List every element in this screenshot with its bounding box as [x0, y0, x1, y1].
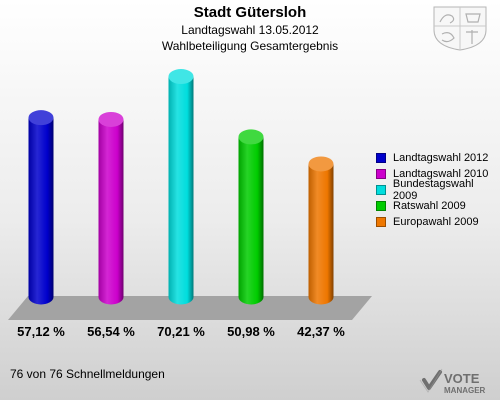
logo-manager-text: MANAGER	[444, 386, 486, 395]
vote-manager-logo-icon: VOTE MANAGER	[419, 368, 486, 395]
logo-vote-text: VOTE	[444, 371, 480, 386]
legend-label: Ratswahl 2009	[393, 200, 466, 212]
legend-item: Europawahl 2009	[376, 214, 500, 230]
bar-0	[28, 117, 54, 305]
bar-4	[308, 163, 334, 305]
chart-header: Stadt Gütersloh Landtagswahl 13.05.2012 …	[0, 4, 500, 54]
legend-label: Landtagswahl 2012	[393, 152, 489, 164]
bar-2	[168, 76, 194, 305]
legend-label: Europawahl 2009	[393, 216, 479, 228]
legend-swatch	[376, 217, 386, 227]
legend-item: Bundestagswahl 2009	[376, 178, 500, 202]
legend-item: Landtagswahl 2012	[376, 150, 500, 166]
bar-value-label-0: 57,12 %	[17, 324, 65, 339]
legend-swatch	[376, 153, 386, 163]
bar-top-3	[238, 129, 264, 145]
chart-floor	[8, 296, 372, 320]
reporting-status: 76 von 76 Schnellmeldungen	[10, 367, 165, 381]
bar-top-0	[28, 110, 54, 126]
legend-swatch	[376, 169, 386, 179]
legend-label: Bundestagswahl 2009	[392, 178, 474, 202]
legend-swatch	[376, 201, 386, 211]
legend-swatch	[376, 185, 386, 195]
bar-1	[98, 119, 124, 305]
bar-top-1	[98, 111, 124, 127]
bar-value-label-1: 56,54 %	[87, 324, 135, 339]
legend-item: Ratswahl 2009	[376, 198, 500, 214]
bar-top-2	[168, 69, 194, 85]
coat-of-arms-icon	[433, 6, 487, 51]
chart-subtitle: Landtagswahl 13.05.2012	[181, 23, 319, 37]
legend-label: Landtagswahl 2010	[393, 168, 489, 180]
bar-value-label-4: 42,37 %	[297, 324, 345, 339]
bar-3	[238, 136, 264, 305]
chart-title: Stadt Gütersloh	[193, 4, 307, 21]
bar-value-label-3: 50,98 %	[227, 324, 275, 339]
chart-legend: Landtagswahl 2012 Landtagswahl 2010 Bundes…	[376, 150, 500, 230]
bar-value-label-2: 70,21 %	[157, 324, 205, 339]
bar-top-4	[308, 156, 334, 172]
legend-item: Landtagswahl 2010	[376, 166, 500, 182]
chart-subtitle-2: Wahlbeteiligung Gesamtergebnis	[161, 39, 339, 53]
